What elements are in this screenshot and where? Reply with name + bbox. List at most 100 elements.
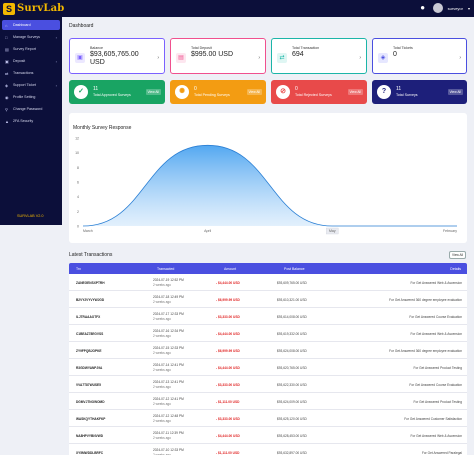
x-tick-label: March — [83, 229, 93, 233]
chevron-down-icon: › — [55, 82, 57, 88]
approved-surveys-tile[interactable]: ✓ 11 Total Approved Surveys View All — [69, 80, 165, 104]
details: For Get Answered Paralegal — [421, 451, 462, 455]
wallet-icon: ▣ — [5, 58, 9, 64]
post-balance: $93,609,765.00 USD — [277, 281, 307, 285]
post-balance: $93,624,009.00 USD — [277, 400, 307, 404]
trx-id: ZY9FPQBJOPKE — [76, 349, 102, 353]
card-value: $93,605,765.00 USD — [90, 51, 139, 66]
exchange-icon: ⇄ — [277, 53, 287, 63]
transacted-date: 2024-07-13 12:41 PM — [153, 380, 184, 384]
clipboard-icon: □ — [5, 34, 8, 40]
table-row[interactable]: C1BEAZ78EGVSS 2024-07-16 12:34 PM 2 weeks … — [69, 325, 467, 342]
chevron-down-icon: › — [55, 34, 57, 40]
sidebar-item-label: Support Ticket — [13, 83, 36, 87]
x-tick-highlight — [326, 227, 339, 235]
transacted-date: 2024-07-15 12:33 PM — [153, 346, 184, 350]
sidebar-item-survey-report[interactable]: ▤ Survey Report — [2, 44, 60, 54]
total-deposit-card[interactable]: ▤ Total Deposit $995.00 USD › — [170, 38, 266, 74]
table-row[interactable]: WASKQYTHAKFKP 2024-07-12 12:48 PM 2 weeks … — [69, 410, 467, 427]
amount: - $3,333.00 USD — [216, 417, 240, 421]
user-menu[interactable]: ● surveyor ▾ — [418, 3, 470, 13]
card-label: Total Deposit — [191, 46, 212, 50]
transacted-ago: 2 weeks ago — [153, 334, 171, 338]
trx-id: ILJTRAAAOTFX — [76, 315, 101, 319]
table-row[interactable]: DGMVJTNOWOMD 2024-07-12 12:41 PM 2 weeks a… — [69, 393, 467, 410]
chevron-right-icon[interactable]: › — [258, 55, 260, 61]
table-row[interactable]: ILJTRAAAOTFX 2024-07-17 12:33 PM 2 weeks a… — [69, 308, 467, 325]
transacted-date: 2024-07-11 12:39 PM — [153, 431, 184, 435]
sidebar-item-2fa-security[interactable]: ▲ 2FA Security — [2, 116, 60, 126]
avatar[interactable] — [432, 3, 443, 13]
post-balance: $93,624,008.00 USD — [277, 349, 307, 353]
card-label: Balance — [90, 46, 103, 50]
table-row[interactable]: NA8HPVYBNVWD 2024-07-11 12:39 PM 2 weeks a… — [69, 427, 467, 444]
chevron-right-icon[interactable]: › — [157, 55, 159, 61]
bell-icon[interactable]: ● — [420, 3, 426, 12]
table-row[interactable]: B2VY2VYVYWJGD 2024-07-18 12:49 PM 2 weeks … — [69, 291, 467, 308]
view-all-transactions-button[interactable]: View All — [449, 251, 466, 259]
chevron-down-icon[interactable]: ▾ — [467, 5, 470, 11]
y-tick-label: 0 — [77, 225, 79, 229]
sidebar-item-manage-surveys[interactable]: □ Manage Surveys › — [2, 32, 60, 42]
x-tick-label: February — [443, 229, 457, 233]
table-row[interactable]: VVA7T87WUSE5 2024-07-13 12:41 PM 2 weeks a… — [69, 376, 467, 393]
transacted-ago: 2 weeks ago — [153, 402, 171, 406]
view-all-button[interactable]: View All — [246, 89, 262, 95]
column-header: Details — [450, 267, 461, 271]
trx-id: DGMVJTNOWOMD — [76, 400, 105, 404]
table-row[interactable]: XY5MWDDLBRFC 2024-07-10 12:33 PM 2 weeks a… — [69, 444, 467, 455]
total-surveys-tile[interactable]: ? 11 Total Surveys View All — [372, 80, 467, 104]
total-transaction-card[interactable]: ⇄ Total Transaction 694 › — [271, 38, 367, 74]
credit-card-icon: ▤ — [176, 53, 186, 63]
sidebar-item-label: Survey Report — [13, 47, 36, 51]
tile-label: Total Surveys — [396, 93, 418, 97]
view-all-button[interactable]: View All — [145, 89, 161, 95]
details: For Get Answered 360 degree employee eva… — [389, 298, 462, 302]
chart-title: Monthly Survey Response — [73, 125, 132, 131]
sidebar-item-label: Dashboard — [13, 23, 31, 27]
table-row[interactable]: ZANEGENSXPTRH 2024-07-19 12:52 PM 2 weeks … — [69, 274, 467, 291]
y-tick-label: 12 — [75, 137, 79, 141]
view-all-button[interactable]: View All — [347, 89, 363, 95]
check-icon: ✓ — [74, 85, 88, 99]
transacted-ago: 2 weeks ago — [153, 419, 171, 423]
chevron-right-icon[interactable]: › — [459, 55, 461, 61]
post-balance: $93,625,120.00 USD — [277, 417, 307, 421]
x-tick-label: May — [329, 229, 336, 233]
details: For Get Answered Course Evaluation — [409, 383, 462, 387]
table-row[interactable]: R3GDWYANPJ9A 2024-07-14 12:41 PM 2 weeks a… — [69, 359, 467, 376]
column-header: Transacted — [157, 267, 175, 271]
total-tickets-card[interactable]: ◈ Total Tickets 0 › — [372, 38, 467, 74]
sidebar-item-dashboard[interactable]: ⌂ Dashboard — [2, 20, 60, 30]
rejected-surveys-tile[interactable]: ⊘ 0 Total Rejected Surveys View All — [271, 80, 367, 104]
details: For Get Answered Web & Ascension — [410, 332, 463, 336]
sidebar-item-support-ticket[interactable]: ◈ Support Ticket › — [2, 80, 60, 90]
transacted-ago: 2 weeks ago — [153, 453, 171, 455]
sidebar-item-profile-setting[interactable]: ◉ Profile Setting — [2, 92, 60, 102]
post-balance: $93,610,321.00 USD — [277, 298, 307, 302]
details: For Get Answered Web & Ascension — [410, 281, 463, 285]
y-tick-label: 8 — [77, 166, 79, 170]
transactions-title: Latest Transactions — [69, 252, 113, 258]
username[interactable]: surveyor — [447, 5, 463, 11]
column-header: Amount — [224, 267, 237, 271]
table-header: Trx Transacted Amount Post Balance Detai… — [69, 263, 467, 274]
sidebar-item-transactions[interactable]: ⇄ Transactions — [2, 68, 60, 78]
transacted-date: 2024-07-18 12:49 PM — [153, 295, 184, 299]
view-all-button[interactable]: View All — [447, 89, 463, 95]
balance-card[interactable]: ▣ Balance $93,605,765.00 USD › — [69, 38, 165, 74]
post-balance: $93,614,008.00 USD — [277, 315, 307, 319]
sidebar-item-change-password[interactable]: ⚲ Change Password — [2, 104, 60, 114]
table-row[interactable]: ZY9FPQBJOPKE 2024-07-15 12:33 PM 2 weeks a… — [69, 342, 467, 359]
sidebar-item-label: 2FA Security — [13, 119, 34, 123]
sidebar-item-label: Profile Setting — [13, 95, 36, 99]
post-balance: $93,632,897.00 USD — [277, 451, 307, 455]
amount: - $3,333.00 USD — [216, 315, 240, 319]
trx-id: XY5MWDDLBRFC — [76, 451, 104, 455]
pending-surveys-tile[interactable]: ✺ 0 Total Pending Surveys View All — [170, 80, 266, 104]
sidebar-item-label: Transactions — [13, 71, 34, 75]
logo[interactable]: S SurvLab — [3, 2, 64, 15]
sidebar-item-deposit[interactable]: ▣ Deposit › — [2, 56, 60, 66]
chevron-right-icon[interactable]: › — [359, 55, 361, 61]
chevron-down-icon: › — [55, 58, 57, 64]
